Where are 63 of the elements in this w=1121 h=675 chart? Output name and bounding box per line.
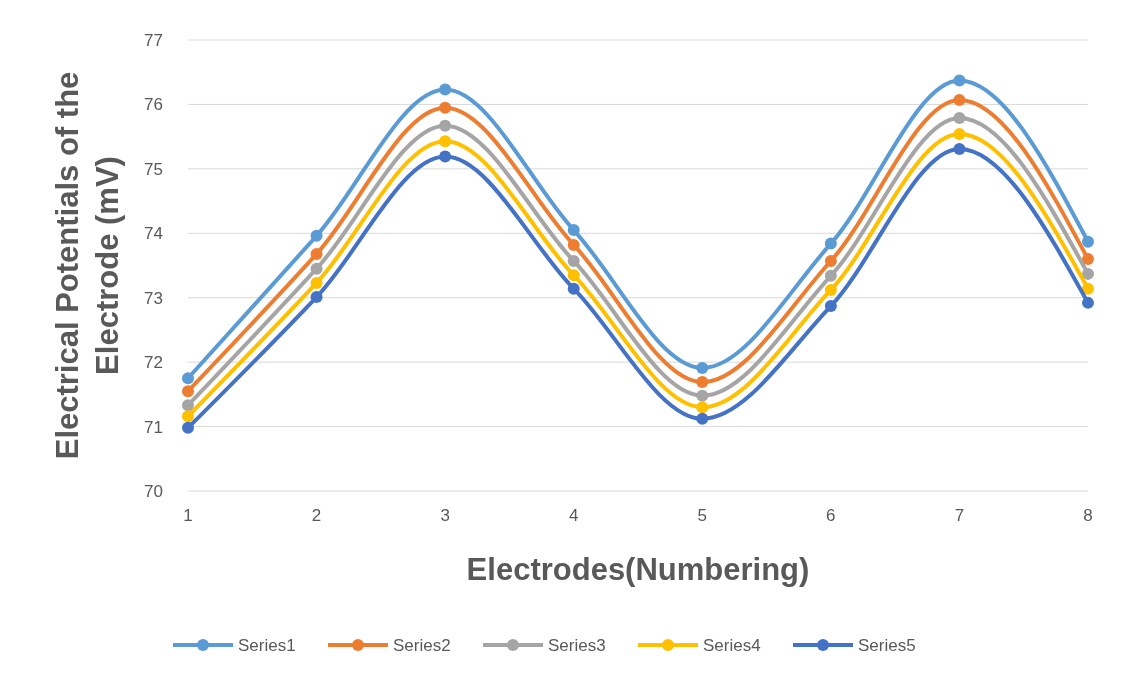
point <box>696 412 709 425</box>
point <box>182 399 194 412</box>
y-tick-label: 77 <box>144 30 163 50</box>
point <box>310 247 323 260</box>
y-tick-label: 73 <box>144 288 163 308</box>
point <box>567 224 580 237</box>
point <box>1082 253 1094 266</box>
y-axis-title: Electrical Potentials of the Electrode (mV) <box>50 71 125 460</box>
y-tick-label: 70 <box>144 481 163 501</box>
y-tick-label: 74 <box>144 224 163 244</box>
point <box>696 401 709 414</box>
point <box>439 101 452 114</box>
point <box>310 229 323 242</box>
point <box>310 291 323 304</box>
x-tick-label: 4 <box>568 506 579 525</box>
point <box>953 128 966 141</box>
x-tick-label: 2 <box>311 506 322 525</box>
point <box>182 372 194 385</box>
point <box>824 283 837 296</box>
point <box>439 83 452 96</box>
point <box>1082 282 1094 295</box>
point <box>953 74 966 87</box>
x-tick-label: 3 <box>440 506 450 525</box>
point <box>824 237 837 250</box>
point <box>439 135 452 148</box>
legend-label: Series2 <box>393 635 451 655</box>
point <box>1082 296 1094 309</box>
x-tick-label: 8 <box>1083 506 1093 525</box>
point <box>439 119 452 132</box>
legend-label: Series3 <box>548 635 606 655</box>
y-tick-label: 75 <box>144 159 163 179</box>
y-tick-label: 72 <box>144 353 163 373</box>
y-tick-label: 76 <box>144 95 163 115</box>
point <box>824 269 837 282</box>
point <box>1082 235 1094 248</box>
point <box>567 254 580 267</box>
point <box>310 262 323 275</box>
point <box>953 142 966 155</box>
point <box>182 385 194 398</box>
point <box>696 376 709 389</box>
x-tick-label: 5 <box>697 506 708 525</box>
point <box>1082 267 1094 280</box>
point <box>953 111 966 124</box>
legend-label: Series4 <box>703 635 761 655</box>
point <box>824 300 837 313</box>
point <box>310 276 323 289</box>
point <box>696 389 709 402</box>
y-tick-label: 71 <box>144 417 163 437</box>
legend-label: Series5 <box>858 635 916 655</box>
point <box>567 269 580 282</box>
point <box>182 421 194 434</box>
point <box>567 282 580 295</box>
x-tick-label: 7 <box>954 506 965 525</box>
legend-label: Series1 <box>238 635 296 655</box>
x-axis-title: Electrodes(Numbering) <box>466 552 810 587</box>
point <box>439 150 452 163</box>
x-tick-label: 6 <box>826 506 836 525</box>
point <box>696 361 709 374</box>
x-tick-label: 1 <box>183 506 193 525</box>
point <box>182 410 194 423</box>
point <box>953 93 966 106</box>
point <box>824 254 837 267</box>
point <box>567 238 580 251</box>
